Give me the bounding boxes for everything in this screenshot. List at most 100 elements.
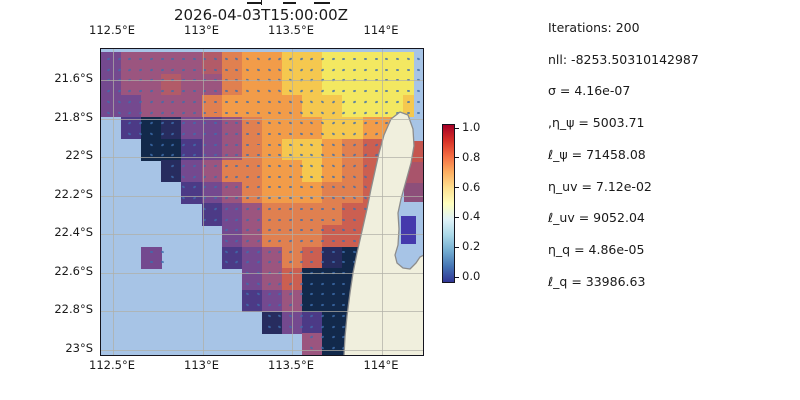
gridline — [101, 234, 423, 236]
gridline — [382, 49, 384, 355]
colorbar — [442, 124, 455, 283]
y-tick-label: 21.6°S — [54, 71, 93, 85]
stats-line: ℓ_uv = 9052.04 — [548, 210, 645, 226]
colorbar-tick-label: 0.2 — [462, 239, 481, 254]
colorbar-tick — [455, 187, 459, 189]
heatmap-cell — [302, 160, 323, 183]
quiver-arrow — [417, 100, 421, 103]
stats-line: η_uv = 7.12e-02 — [548, 178, 652, 194]
heatmap-cell — [161, 160, 182, 183]
heatmap-cell — [201, 95, 223, 118]
heatmap-cell — [302, 246, 323, 269]
heatmap-cell — [261, 290, 283, 313]
y-tick-label: 22.2°S — [54, 186, 93, 201]
quiver-arrow — [246, 132, 250, 135]
heatmap-cell — [101, 73, 122, 96]
heatmap-cell — [181, 181, 203, 204]
heatmap-cell — [302, 116, 323, 140]
heatmap-cell — [302, 181, 323, 204]
heatmap-cell — [181, 52, 203, 75]
x-tick-label-top: 113°E — [184, 23, 219, 37]
heatmap-cell — [261, 268, 283, 291]
y-tick-label: 22.8°S — [54, 302, 93, 316]
heatmap-cell — [302, 311, 323, 334]
heatmap-cell — [181, 116, 203, 140]
heatmap-cell — [302, 73, 323, 96]
gridline — [113, 49, 115, 355]
heatmap-cell — [322, 290, 343, 313]
y-tick-label: 22°S — [65, 148, 93, 162]
quiver-arrow — [353, 58, 357, 60]
colorbar-tick-label: 0.6 — [462, 179, 481, 194]
quiver-arrow — [256, 143, 260, 146]
heatmap-cell — [342, 203, 364, 226]
heatmap-cell — [161, 95, 182, 118]
y-tick-label: 23°S — [65, 340, 93, 355]
heatmap-cell — [322, 268, 343, 291]
gridline — [101, 195, 423, 197]
heatmap-cell — [241, 290, 263, 313]
heatmap-cell — [402, 73, 415, 96]
stats-line: ℓ_q = 33986.63 — [548, 273, 646, 289]
heatmap-cell — [342, 160, 364, 183]
heatmap-cell — [322, 95, 343, 118]
heatmap-cell — [342, 116, 364, 140]
heatmap-cell — [302, 225, 323, 248]
quiver-arrow — [395, 90, 400, 92]
land-polygon — [343, 111, 423, 355]
coastline-layer — [343, 111, 423, 355]
heatmap-cell — [121, 73, 142, 96]
heatmap-cell — [141, 95, 162, 118]
gridline — [101, 157, 423, 159]
gridline — [202, 49, 204, 355]
heatmap-cell — [402, 52, 415, 75]
heatmap-cell — [342, 95, 364, 118]
heatmap-cell — [261, 160, 283, 183]
gridline — [292, 49, 294, 355]
heatmap-cell — [322, 203, 343, 226]
x-tick-label-top: 112.5°E — [89, 23, 135, 37]
heatmap-cell — [362, 95, 384, 118]
gridline — [101, 272, 423, 274]
heatmap-cell — [121, 116, 142, 140]
stats-line: nll: -8253.50310142987 — [548, 51, 699, 67]
heatmap-cell — [322, 160, 343, 183]
heatmap-cell — [302, 95, 323, 118]
colorbar-tick-label: 0.0 — [462, 269, 481, 283]
heatmap-cell — [141, 116, 162, 140]
heatmap-cell — [261, 116, 283, 140]
gridline — [101, 80, 423, 82]
heatmap-cell — [181, 160, 203, 183]
heatmap-cell — [261, 246, 283, 269]
heatmap-cell — [141, 52, 162, 75]
heatmap-cell — [302, 203, 323, 226]
heatmap-cell — [161, 73, 182, 96]
heatmap-cell — [101, 52, 122, 75]
heatmap-cell — [201, 181, 223, 204]
heatmap-cell — [322, 73, 343, 96]
colorbar-tick-label: 1.0 — [462, 120, 481, 134]
heatmap-cell — [322, 138, 343, 161]
gridline — [101, 118, 423, 120]
gridline — [101, 349, 423, 351]
heatmap-cell — [121, 52, 142, 75]
y-tick-label: 21.8°S — [54, 109, 93, 124]
y-tick-label: 22.4°S — [54, 225, 93, 239]
quiver-arrow — [331, 261, 335, 264]
heatmap-cell — [101, 95, 122, 118]
x-tick-label-top: 114°E — [363, 23, 399, 37]
stats-line: ,η_ψ = 5003.71 — [548, 115, 645, 131]
heatmap-cell — [161, 138, 182, 161]
heatmap-cell — [261, 52, 283, 75]
heatmap-cell — [302, 138, 323, 161]
clipped-text-artifact — [247, 2, 262, 4]
gulf-data-patch — [404, 183, 423, 202]
heatmap-cell — [362, 116, 384, 140]
colorbar-tick-label: 0.8 — [462, 149, 481, 164]
colorbar-tick-label: 0.4 — [462, 209, 481, 224]
stats-line: ℓ_ψ = 71458.08 — [548, 146, 646, 162]
heatmap-cell — [362, 73, 384, 96]
heatmap-cell — [382, 52, 404, 75]
gridline — [101, 311, 423, 313]
plot-title: 2026-04-03T15:00:00Z — [174, 6, 348, 24]
